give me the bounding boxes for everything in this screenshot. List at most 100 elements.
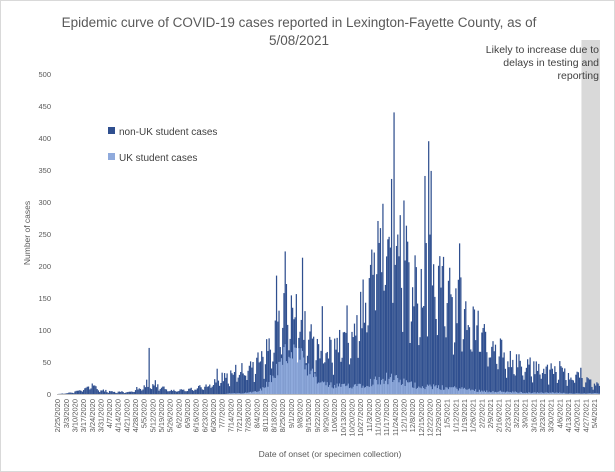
bar-non-uk (440, 287, 442, 394)
bar-uk (477, 391, 479, 394)
bar-uk (264, 387, 267, 394)
bar-non-uk (80, 390, 82, 394)
bar-non-uk (79, 390, 81, 394)
bar-uk (232, 393, 234, 394)
legend-swatch-uk (108, 153, 115, 160)
bar-non-uk (524, 371, 526, 394)
bar-non-uk (163, 386, 165, 394)
bar-uk (410, 381, 412, 394)
y-tick-label: 500 (38, 70, 51, 79)
bar-non-uk (351, 331, 353, 394)
bar-uk (559, 392, 561, 394)
bar-non-uk (236, 381, 238, 394)
x-tick-label: 11/10/2020 (373, 399, 382, 436)
bar-uk (246, 392, 248, 394)
x-tick-label: 6/9/2020 (183, 399, 192, 428)
bar-non-uk (129, 391, 132, 394)
y-tick-labels: 0 50 100 150 200 250 300 350 400 450 500 (38, 70, 51, 399)
bar-non-uk (226, 373, 228, 394)
bar-uk (273, 377, 275, 394)
bar-non-uk (452, 354, 455, 394)
bar-non-uk (508, 367, 510, 394)
bar-non-uk (266, 339, 268, 394)
bar-uk (486, 390, 488, 394)
bar-uk (475, 389, 477, 394)
bar-uk (530, 393, 532, 394)
x-tick-label: 4/7/2020 (105, 399, 114, 428)
bar-non-uk (426, 336, 429, 394)
bar-uk (501, 391, 503, 394)
annotation-band (581, 40, 600, 394)
x-tick-label: 12/29/2020 (434, 399, 443, 437)
bar-non-uk (504, 368, 506, 394)
x-tick-label: 6/16/2020 (192, 399, 201, 432)
x-tick-label: 11/24/2020 (391, 399, 400, 436)
bar-non-uk (159, 389, 161, 394)
bar-uk (267, 386, 269, 394)
bar-uk (397, 378, 399, 394)
bar-uk (421, 386, 424, 394)
bar-uk (460, 388, 462, 394)
bar-uk (329, 384, 331, 394)
bar-non-uk (133, 391, 135, 394)
bar-uk (430, 386, 432, 394)
bar-uk (403, 378, 405, 394)
bar-uk (341, 384, 343, 394)
bar-uk (524, 393, 526, 394)
bar-uk (452, 387, 455, 394)
bar-non-uk (392, 302, 394, 394)
bar-non-uk (132, 391, 134, 394)
bar-non-uk (275, 275, 278, 394)
bar-non-uk (232, 374, 234, 394)
bar-non-uk (578, 377, 581, 394)
bar-non-uk (212, 385, 215, 394)
bar-uk (263, 387, 265, 394)
bar-non-uk (372, 274, 374, 394)
bar-non-uk (154, 380, 156, 394)
bar-uk (374, 376, 377, 394)
bar-uk (242, 393, 244, 394)
bar-non-uk (68, 392, 70, 394)
x-tick-label: 12/22/2020 (425, 399, 434, 437)
bar-uk (541, 392, 544, 394)
bar-uk (377, 384, 379, 394)
x-tick-label: 8/4/2020 (252, 399, 261, 428)
bar-non-uk (149, 388, 152, 394)
bar-non-uk (175, 391, 177, 394)
bar-non-uk (131, 391, 133, 394)
bar-non-uk (241, 363, 243, 394)
bar-non-uk (512, 359, 514, 394)
x-tick-label: 3/3/2020 (62, 399, 71, 428)
bar-non-uk (257, 352, 259, 394)
bar-uk (361, 387, 363, 394)
bar-non-uk (571, 379, 573, 394)
x-tick-label: 12/8/2020 (408, 399, 417, 432)
x-tick-label: 3/31/2020 (96, 399, 105, 432)
bar-non-uk (434, 296, 436, 394)
bar-non-uk (506, 377, 508, 394)
bar-uk (343, 383, 346, 394)
bar-uk (399, 379, 401, 394)
bar-uk (543, 393, 545, 394)
bar-non-uk (374, 310, 377, 394)
bar-uk (470, 390, 472, 394)
bar-non-uk (535, 361, 537, 394)
bar-uk (513, 392, 515, 394)
bar-non-uk (350, 358, 352, 394)
bar-uk (346, 385, 348, 394)
bar-non-uk (196, 388, 199, 394)
bar-non-uk (570, 377, 572, 394)
bar-non-uk (238, 374, 241, 394)
bar-non-uk (557, 379, 560, 394)
bar-non-uk (248, 365, 250, 394)
bar-non-uk (497, 369, 499, 394)
bar-uk (233, 393, 236, 394)
bar-non-uk (97, 390, 100, 394)
bar-uk (508, 392, 510, 394)
bar-uk (351, 388, 353, 394)
bar-non-uk (84, 388, 86, 394)
bar-uk (465, 389, 467, 394)
bar-non-uk (501, 339, 503, 394)
bar-uk (256, 391, 258, 394)
bar-non-uk (384, 284, 387, 394)
